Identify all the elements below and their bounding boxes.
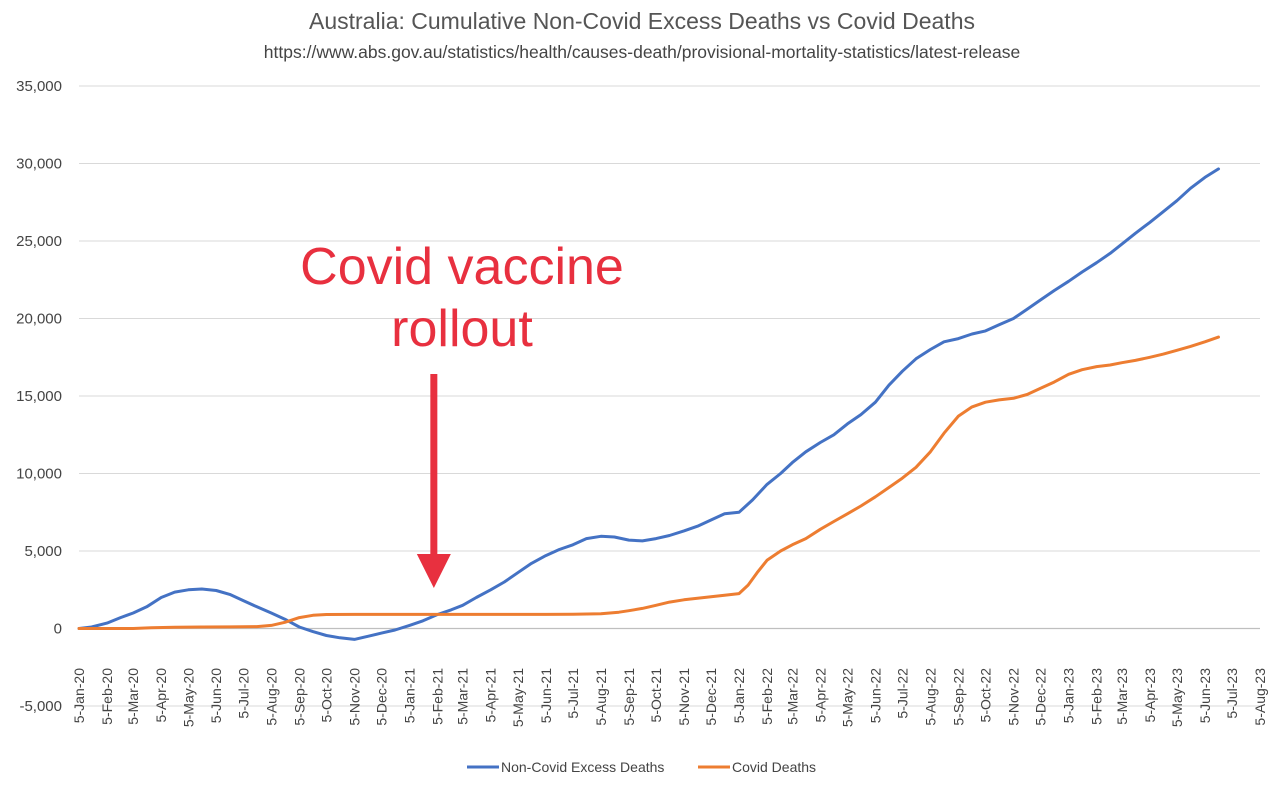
x-tick-label: 5-Aug-22 — [922, 668, 938, 726]
x-axis-ticks: 5-Jan-20 5-Feb-20 5-Mar-20 5-Apr-20 5-May-20… — [71, 668, 1268, 727]
x-tick-label: 5-Jan-20 — [71, 668, 87, 723]
x-tick-label: 5-Jun-22 — [867, 668, 883, 723]
x-tick-label: 5-Dec-22 — [1033, 668, 1049, 726]
legend: Non-Covid Excess Deaths Covid Deaths — [467, 759, 816, 775]
gridlines — [79, 85, 1260, 707]
x-tick-label: 5-Sep-22 — [950, 668, 966, 726]
x-tick-label: 5-Dec-21 — [703, 668, 719, 726]
series-line-covid-deaths — [77, 335, 1220, 630]
x-tick-label: 5-Feb-20 — [99, 668, 115, 725]
y-tick-label: 15,000 — [16, 388, 62, 405]
y-tick-label: 5,000 — [24, 543, 62, 560]
x-tick-label: 5-Jul-20 — [235, 668, 251, 719]
series-line-non-covid-excess-deaths — [77, 167, 1220, 641]
y-tick-label: 25,000 — [16, 233, 62, 250]
y-tick-label: 35,000 — [16, 78, 62, 95]
x-tick-label: 5-Jun-21 — [538, 668, 554, 723]
x-tick-label: 5-Feb-21 — [429, 668, 445, 725]
x-tick-label: 5-Oct-22 — [978, 668, 994, 723]
x-tick-label: 5-Mar-21 — [455, 668, 471, 725]
x-tick-label: 5-Jul-22 — [894, 668, 910, 719]
annotation-line-1: Covid vaccine — [300, 238, 624, 296]
x-tick-label: 5-Aug-20 — [263, 668, 279, 726]
x-tick-label: 5-Feb-23 — [1089, 668, 1105, 725]
x-tick-label: 5-Sep-21 — [621, 668, 637, 726]
x-tick-label: 5-Jun-23 — [1197, 668, 1213, 723]
arrow-shaft — [430, 374, 438, 556]
x-tick-label: 5-Dec-20 — [373, 668, 389, 726]
vaccine-rollout-annotation: Covid vaccine rollout — [262, 236, 662, 360]
arrow-head — [416, 554, 451, 588]
y-tick-label: 30,000 — [16, 156, 62, 173]
x-tick-label: 5-Nov-22 — [1006, 668, 1022, 726]
x-tick-label: 5-Apr-22 — [812, 668, 828, 723]
x-tick-label: 5-Apr-20 — [153, 668, 169, 723]
x-tick-label: 5-Mar-22 — [784, 668, 800, 725]
x-tick-label: 5-Apr-23 — [1142, 668, 1158, 723]
x-tick-label: 5-Sep-20 — [291, 668, 307, 726]
x-tick-label: 5-Jan-22 — [731, 668, 747, 723]
series-lines — [77, 167, 1220, 641]
x-tick-label: 5-May-21 — [510, 668, 526, 727]
annotation-arrow — [416, 374, 451, 588]
x-tick-label: 5-May-23 — [1169, 668, 1185, 727]
x-tick-label: 5-May-20 — [180, 668, 196, 727]
x-tick-label: 5-Aug-23 — [1252, 668, 1268, 726]
x-tick-label: 5-Jul-21 — [565, 668, 581, 719]
x-tick-label: 5-Apr-21 — [483, 668, 499, 723]
x-tick-label: 5-Oct-20 — [318, 668, 334, 723]
chart-title: Australia: Cumulative Non-Covid Excess D… — [309, 8, 975, 34]
annotation-line-2: rollout — [391, 300, 533, 358]
x-tick-label: 5-Mar-20 — [125, 668, 141, 725]
y-axis-ticks: -5,000 0 5,000 10,000 15,000 20,000 25,000 30,0… — [16, 78, 62, 715]
x-tick-label: 5-Nov-20 — [346, 668, 362, 726]
x-tick-label: 5-Jun-20 — [208, 668, 224, 723]
x-tick-label: 5-Nov-21 — [676, 668, 692, 726]
x-tick-label: 5-Feb-22 — [759, 668, 775, 725]
x-tick-label: 5-Jul-23 — [1224, 668, 1240, 719]
x-tick-label: 5-May-22 — [839, 668, 855, 727]
x-tick-label: 5-Oct-21 — [648, 668, 664, 723]
x-tick-label: 5-Jan-23 — [1061, 668, 1077, 723]
y-tick-label: 0 — [54, 621, 62, 638]
legend-label: Non-Covid Excess Deaths — [501, 759, 664, 775]
chart-subtitle: https://www.abs.gov.au/statistics/health… — [263, 42, 1021, 62]
x-tick-label: 5-Jan-21 — [401, 668, 417, 723]
x-tick-label: 5-Mar-23 — [1114, 668, 1130, 725]
y-tick-label: 10,000 — [16, 466, 62, 483]
x-tick-label: 5-Aug-21 — [593, 668, 609, 726]
legend-label: Covid Deaths — [732, 759, 816, 775]
y-tick-label: -5,000 — [19, 698, 62, 715]
y-tick-label: 20,000 — [16, 311, 62, 328]
